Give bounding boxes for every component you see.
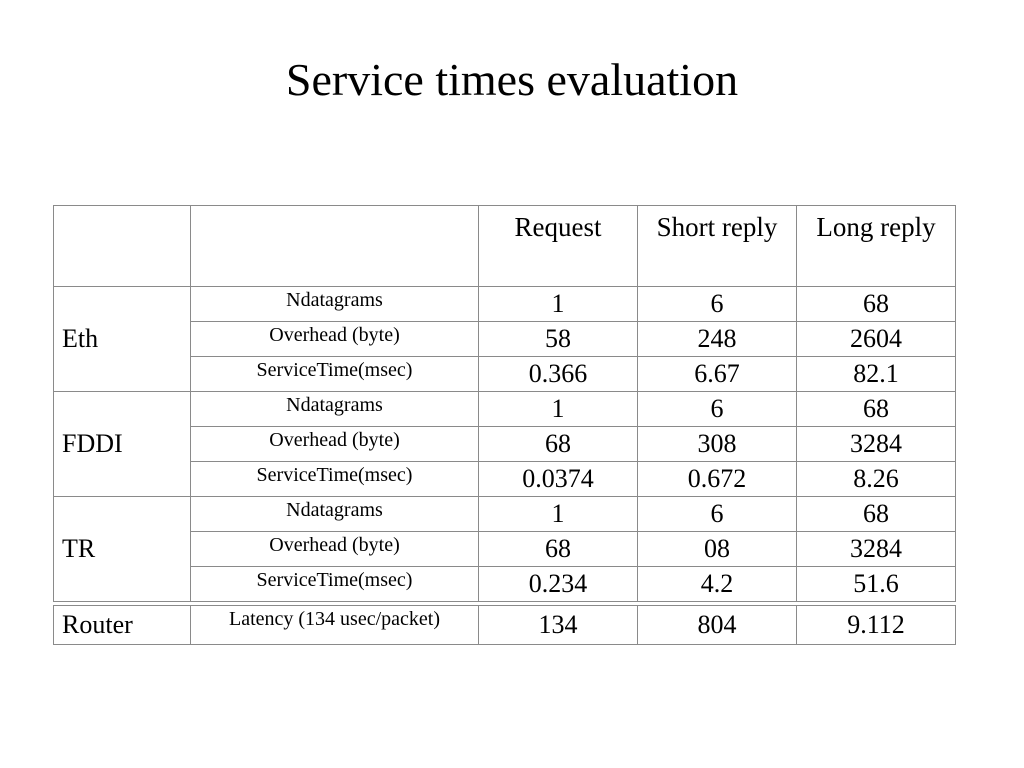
request-value: 0.234 xyxy=(478,566,638,602)
long-reply-value: 8.26 xyxy=(796,461,956,497)
long-reply-value: 68 xyxy=(796,496,956,532)
metric-label: Overhead (byte) xyxy=(190,426,479,462)
header-empty-cell-2 xyxy=(190,205,479,287)
metric-label: Latency (134 usec/packet) xyxy=(190,605,479,645)
table-row: Overhead (byte) 68 308 3284 xyxy=(54,426,956,462)
request-value: 68 xyxy=(478,531,638,567)
header-short-reply: Short reply xyxy=(637,205,797,287)
short-reply-value: 248 xyxy=(637,321,797,357)
slide-title: Service times evaluation xyxy=(285,54,739,105)
header-request: Request xyxy=(478,205,638,287)
request-value: 68 xyxy=(478,426,638,462)
short-reply-value: 308 xyxy=(637,426,797,462)
short-reply-value: 6 xyxy=(637,391,797,427)
request-value: 1 xyxy=(478,286,638,322)
long-reply-value: 82.1 xyxy=(796,356,956,392)
request-value: 134 xyxy=(478,605,638,645)
table-row: FDDI Ndatagrams 1 6 68 xyxy=(53,391,956,497)
table-row: TR Ndatagrams 1 6 68 xyxy=(53,496,956,602)
header-row: Request Short reply Long reply xyxy=(53,205,956,287)
long-reply-value: 68 xyxy=(796,286,956,322)
group-label-eth: Eth xyxy=(53,286,191,392)
request-value: 1 xyxy=(478,391,638,427)
table-row: Eth Ndatagrams 1 6 68 xyxy=(53,286,956,392)
short-reply-value: 6 xyxy=(637,286,797,322)
metric-label: Overhead (byte) xyxy=(190,531,479,567)
short-reply-value: 0.672 xyxy=(637,461,797,497)
long-reply-value: 51.6 xyxy=(796,566,956,602)
metric-label: Ndatagrams xyxy=(190,286,479,322)
long-reply-value: 2604 xyxy=(796,321,956,357)
table-row: Overhead (byte) 68 08 3284 xyxy=(54,531,956,567)
long-reply-value: 3284 xyxy=(796,531,956,567)
metric-label: Ndatagrams xyxy=(190,391,479,427)
short-reply-value: 4.2 xyxy=(637,566,797,602)
header-long-reply: Long reply xyxy=(796,205,956,287)
request-value: 58 xyxy=(478,321,638,357)
request-value: 0.0374 xyxy=(478,461,638,497)
long-reply-value: 9.112 xyxy=(796,605,956,645)
short-reply-value: 804 xyxy=(637,605,797,645)
request-value: 1 xyxy=(478,496,638,532)
short-reply-value: 6 xyxy=(637,496,797,532)
metric-label: Ndatagrams xyxy=(190,496,479,532)
metric-label: Overhead (byte) xyxy=(190,321,479,357)
short-reply-value: 6.67 xyxy=(637,356,797,392)
group-label-fddi: FDDI xyxy=(53,391,191,497)
request-value: 0.366 xyxy=(478,356,638,392)
metric-label: ServiceTime(msec) xyxy=(190,356,479,392)
table-row: Overhead (byte) 58 248 2604 xyxy=(54,321,956,357)
header-empty-cell-1 xyxy=(53,205,191,287)
metric-label: ServiceTime(msec) xyxy=(190,461,479,497)
table-row: ServiceTime(msec) 0.0374 0.672 8.26 xyxy=(54,461,956,497)
router-row: Router Latency (134 usec/packet) 134 804… xyxy=(53,605,956,645)
service-times-table: Request Short reply Long reply Eth Ndata… xyxy=(53,205,956,645)
long-reply-value: 3284 xyxy=(796,426,956,462)
group-label-router: Router xyxy=(53,605,191,645)
long-reply-value: 68 xyxy=(796,391,956,427)
short-reply-value: 08 xyxy=(637,531,797,567)
metric-label: ServiceTime(msec) xyxy=(190,566,479,602)
group-label-tr: TR xyxy=(53,496,191,602)
